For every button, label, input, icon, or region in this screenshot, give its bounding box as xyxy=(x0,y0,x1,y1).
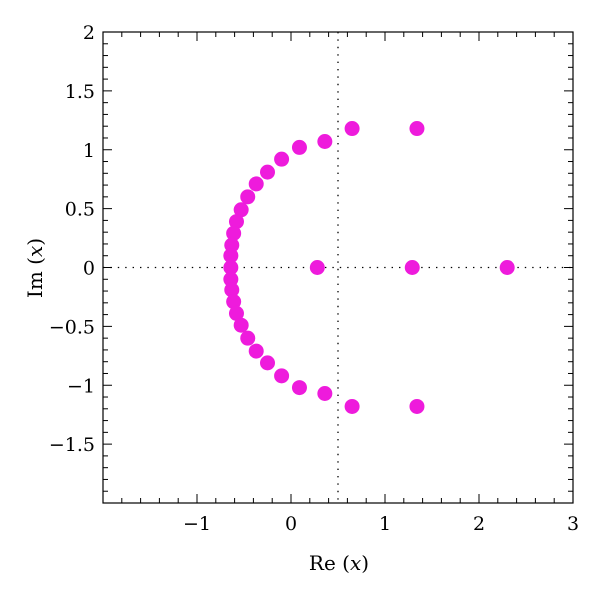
data-point xyxy=(233,202,249,218)
data-point xyxy=(291,139,307,155)
data-point xyxy=(409,398,425,414)
data-point xyxy=(226,294,242,310)
y-axis-label: Im (x) xyxy=(23,238,47,298)
data-point xyxy=(274,368,290,384)
y-tick-label: 0.5 xyxy=(65,199,95,221)
data-point xyxy=(499,260,515,275)
data-point xyxy=(228,214,244,230)
y-tick-label: 2 xyxy=(83,22,95,44)
data-point xyxy=(344,398,360,414)
data-point xyxy=(404,260,420,275)
data-point xyxy=(228,305,244,321)
data-point xyxy=(260,164,275,180)
x-tick-label: 0 xyxy=(285,513,297,535)
y-tick-label: −1 xyxy=(67,375,95,397)
data-point xyxy=(226,225,242,241)
x-tick-label: −1 xyxy=(183,513,211,535)
reference-lines xyxy=(103,32,573,503)
x-tick-label: 1 xyxy=(379,513,391,535)
data-point xyxy=(291,380,307,396)
data-point xyxy=(223,248,239,264)
data-point xyxy=(240,330,256,346)
y-tick-label: 1 xyxy=(83,140,95,162)
data-point xyxy=(233,317,249,333)
data-point xyxy=(240,189,256,205)
x-tick-label: 2 xyxy=(473,513,485,535)
data-point xyxy=(274,151,290,167)
tick-marks xyxy=(102,31,574,504)
data-point xyxy=(317,385,333,401)
plot-frame xyxy=(102,31,574,504)
x-tick-label: 3 xyxy=(567,513,579,535)
x-axis-label: Re (x) xyxy=(309,551,369,575)
data-point xyxy=(248,176,264,192)
y-tick-label: −1.5 xyxy=(49,434,95,456)
y-tick-label: 1.5 xyxy=(65,81,95,103)
data-point xyxy=(309,260,325,275)
data-point xyxy=(248,343,264,359)
data-points xyxy=(223,121,515,414)
data-point xyxy=(344,121,360,137)
data-point xyxy=(224,282,240,298)
data-point xyxy=(223,260,239,275)
y-tick-label: −0.5 xyxy=(49,316,95,338)
data-point xyxy=(409,121,425,137)
data-point xyxy=(260,355,275,371)
data-point xyxy=(317,134,333,150)
tick-labels: −1 0 1 2 3 2 1.5 1 0.5 0 −0.5 −1 −1.5 xyxy=(49,22,579,535)
y-tick-label: 0 xyxy=(83,258,95,280)
